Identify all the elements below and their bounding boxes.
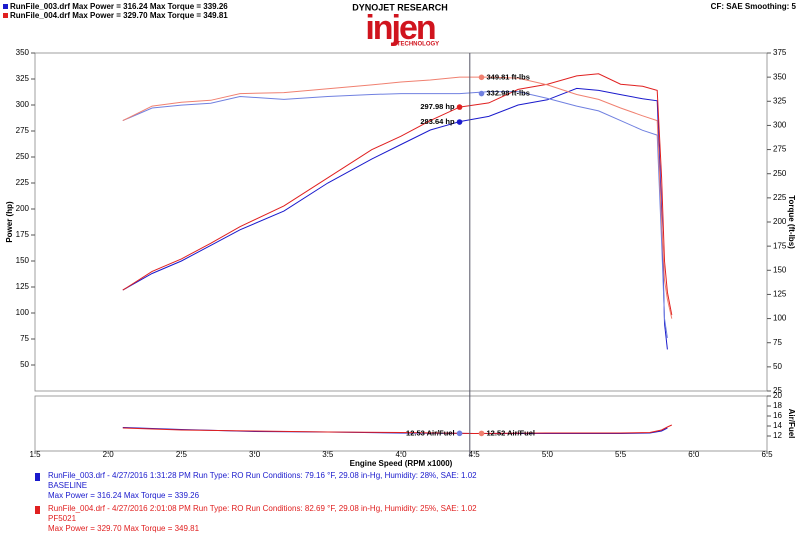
series-line	[122, 91, 668, 338]
x-tick-label: 3.5	[322, 450, 334, 459]
y2-tick-label: 300	[773, 121, 787, 130]
marker-label: 349.81 ft-lbs	[487, 72, 530, 81]
logo: injen	[365, 9, 435, 47]
series-line	[122, 73, 673, 316]
legend-text: RunFile_004.drf - 4/27/2016 2:01:08 PM R…	[48, 504, 477, 513]
y-axis-label: Air/Fuel	[787, 409, 796, 439]
brand: DYNOJET RESEARCH	[352, 2, 448, 12]
series-line	[122, 76, 673, 319]
x-tick-label: 5.5	[615, 450, 627, 459]
y-tick-label: 200	[16, 204, 30, 213]
y2-axis-label: Torque (ft-lbs)	[787, 195, 796, 249]
series-line	[122, 424, 673, 435]
y-tick-label: 50	[20, 360, 29, 369]
legend-text: Max Power = 329.70 Max Torque = 349.81	[48, 524, 200, 533]
plot-area	[34, 52, 768, 392]
y-tick-label: 275	[16, 126, 30, 135]
y2-tick-label: 250	[773, 169, 787, 178]
x-tick-label: 5.0	[542, 450, 554, 459]
x-axis-label: Engine Speed (RPM x1000)	[350, 459, 453, 468]
cursor-marker	[456, 430, 463, 437]
y2-tick-label: 225	[773, 193, 787, 202]
run2-swatch	[3, 13, 8, 18]
run1-swatch	[3, 4, 8, 9]
x-tick-label: 6.0	[688, 450, 700, 459]
series-line	[122, 87, 668, 350]
x-tick-label: 3.0	[249, 450, 261, 459]
y-axis-label: Power (hp)	[5, 201, 14, 243]
y-tick-label: 250	[16, 152, 30, 161]
y2-tick-label: 50	[773, 362, 782, 371]
x-tick-label: 2.5	[176, 450, 188, 459]
legend-swatch	[35, 473, 40, 481]
y-tick-label: 350	[16, 48, 30, 57]
x-tick-label: 6.5	[761, 450, 773, 459]
y2-tick-label: 175	[773, 241, 787, 250]
legend-text: Max Power = 316.24 Max Torque = 339.26	[48, 491, 200, 500]
y2-tick-label: 100	[773, 314, 787, 323]
cursor-marker	[456, 104, 463, 110]
legend-text: BASELINE	[48, 481, 87, 490]
y2-tick-label: 25	[773, 386, 782, 395]
y-tick-label: 175	[16, 230, 30, 239]
y-tick-label: 20	[773, 391, 782, 400]
legend-text: RunFile_003.drf - 4/27/2016 1:31:28 PM R…	[48, 471, 477, 480]
legend-swatch	[35, 506, 40, 514]
x-tick-label: 1.5	[29, 450, 41, 459]
marker-label: 12.53 Air/Fuel	[406, 428, 455, 437]
marker-label: 332.98 ft-lbs	[487, 89, 530, 98]
y-tick-label: 14	[773, 421, 782, 430]
y-tick-label: 300	[16, 100, 30, 109]
y-tick-label: 12	[773, 431, 782, 440]
y-tick-label: 150	[16, 256, 30, 265]
cursor-marker	[478, 430, 485, 437]
y-tick-label: 16	[773, 411, 782, 420]
x-tick-label: 2.0	[103, 450, 115, 459]
y2-tick-label: 75	[773, 338, 782, 347]
x-tick-label: 4.0	[395, 450, 407, 459]
x-tick-label: 4.5	[469, 450, 481, 459]
cursor-marker	[478, 74, 485, 81]
cursor-marker	[478, 90, 485, 97]
run2-summary: RunFile_004.drf Max Power = 329.70 Max T…	[10, 11, 228, 20]
legend-text: PF5021	[48, 514, 77, 523]
plot-area	[34, 395, 768, 452]
marker-label: 297.98 hp	[420, 102, 455, 111]
y2-tick-label: 200	[773, 217, 787, 226]
y-tick-label: 125	[16, 282, 30, 291]
settings: CF: SAE Smoothing: 5	[711, 2, 797, 11]
y2-tick-label: 125	[773, 290, 787, 299]
y2-tick-label: 325	[773, 96, 787, 105]
y2-tick-label: 350	[773, 72, 787, 81]
y-tick-label: 18	[773, 401, 782, 410]
y-tick-label: 325	[16, 74, 30, 83]
y2-tick-label: 375	[773, 48, 787, 57]
y2-tick-label: 275	[773, 145, 787, 154]
y-tick-label: 100	[16, 308, 30, 317]
y2-tick-label: 150	[773, 265, 787, 274]
marker-label: 12.52 Air/Fuel	[487, 428, 536, 437]
run1-summary: RunFile_003.drf Max Power = 316.24 Max T…	[10, 2, 228, 11]
y-tick-label: 225	[16, 178, 30, 187]
marker-label: 283.64 hp	[420, 117, 455, 126]
y-tick-label: 75	[20, 334, 29, 343]
cursor-marker	[456, 119, 463, 125]
logo-sub: TECHNOLOGY	[397, 42, 439, 48]
